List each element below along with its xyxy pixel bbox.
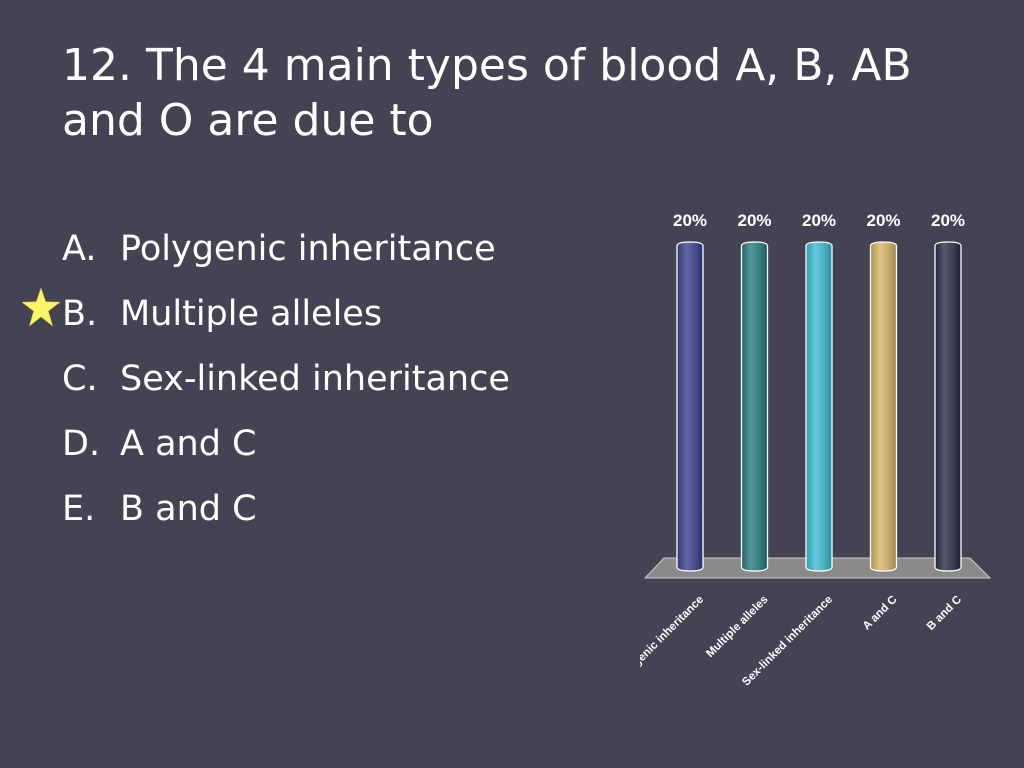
value-label-b-and-c: 20% <box>931 211 965 230</box>
value-label-multiple-alleles: 20% <box>737 211 771 230</box>
option-b[interactable]: B. Multiple alleles <box>62 287 510 352</box>
slide-title: 12. The 4 main types of blood A, B, AB a… <box>62 40 912 146</box>
category-label-multiple-alleles: Multiple alleles <box>704 594 770 660</box>
value-labels: 20% 20% 20% 20% 20% <box>673 211 965 230</box>
star-icon <box>22 287 60 327</box>
option-text: Multiple alleles <box>120 294 383 334</box>
option-e[interactable]: E. B and C <box>62 482 510 547</box>
bar-sex-linked-inheritance <box>805 241 833 572</box>
option-letter: A. <box>62 229 97 269</box>
bar-multiple-alleles <box>740 241 769 572</box>
answer-options: A. Polygenic inheritance B. Multiple all… <box>62 222 510 547</box>
option-text: Polygenic inheritance <box>120 229 496 269</box>
option-a[interactable]: A. Polygenic inheritance <box>62 222 510 287</box>
option-text: B and C <box>120 489 257 529</box>
option-c[interactable]: C. Sex-linked inheritance <box>62 352 510 417</box>
bar-a-and-c <box>869 241 898 572</box>
response-bar-chart: 20% 20% 20% 20% 20% Polygenic inheritanceMul… <box>640 211 992 689</box>
bar-b-and-c <box>934 241 962 572</box>
value-label-polygenic-inheritance: 20% <box>673 211 707 230</box>
bars-group <box>676 241 962 572</box>
category-label-b-and-c: B and C <box>925 594 964 633</box>
option-text: A and C <box>120 424 257 464</box>
option-letter: E. <box>62 489 96 529</box>
value-label-a-and-c: 20% <box>866 211 900 230</box>
option-letter: D. <box>62 424 101 464</box>
category-label-a-and-c: A and C <box>861 594 900 633</box>
value-label-sex-linked-inheritance: 20% <box>802 211 836 230</box>
category-label-polygenic-inheritance: Polygenic inheritance <box>640 594 706 687</box>
option-d[interactable]: D. A and C <box>62 417 510 482</box>
option-text: Sex-linked inheritance <box>120 359 510 399</box>
option-letter: C. <box>62 359 98 399</box>
bar-polygenic-inheritance <box>676 241 704 572</box>
option-letter: B. <box>62 294 98 334</box>
